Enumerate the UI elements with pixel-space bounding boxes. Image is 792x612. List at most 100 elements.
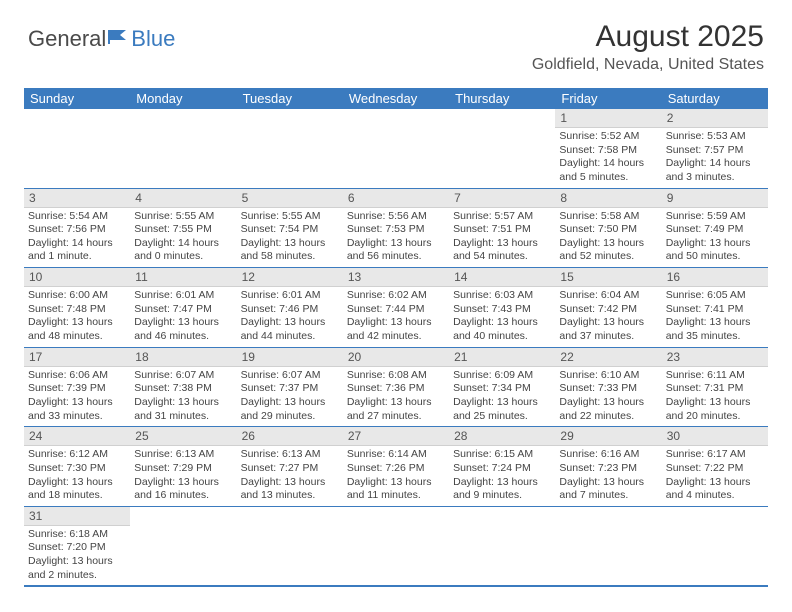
calendar-empty-cell (343, 109, 449, 188)
sunset-line: Sunset: 7:51 PM (453, 223, 551, 237)
weekday-header: Thursday (449, 88, 555, 109)
day-number: 24 (24, 427, 130, 446)
sunset-line: Sunset: 7:58 PM (559, 144, 657, 158)
day-details: Sunrise: 6:12 AMSunset: 7:30 PMDaylight:… (24, 446, 130, 506)
calendar-day-cell: 11Sunrise: 6:01 AMSunset: 7:47 PMDayligh… (130, 268, 236, 348)
daylight-line-2: and 2 minutes. (28, 569, 126, 583)
day-number: 18 (130, 348, 236, 367)
sunrise-line: Sunrise: 6:08 AM (347, 369, 445, 383)
daylight-line-2: and 13 minutes. (241, 489, 339, 503)
daylight-line-2: and 40 minutes. (453, 330, 551, 344)
calendar-day-cell: 24Sunrise: 6:12 AMSunset: 7:30 PMDayligh… (24, 427, 130, 507)
daylight-line-1: Daylight: 13 hours (134, 476, 232, 490)
calendar-empty-cell (343, 506, 449, 586)
daylight-line-1: Daylight: 13 hours (453, 476, 551, 490)
day-number: 9 (662, 189, 768, 208)
sunrise-line: Sunrise: 6:00 AM (28, 289, 126, 303)
weekday-header: Sunday (24, 88, 130, 109)
day-number: 3 (24, 189, 130, 208)
title-block: August 2025 Goldfield, Nevada, United St… (532, 20, 764, 74)
sunrise-line: Sunrise: 5:55 AM (241, 210, 339, 224)
day-details: Sunrise: 5:54 AMSunset: 7:56 PMDaylight:… (24, 208, 130, 268)
sunset-line: Sunset: 7:46 PM (241, 303, 339, 317)
day-number: 15 (555, 268, 661, 287)
calendar-day-cell: 13Sunrise: 6:02 AMSunset: 7:44 PMDayligh… (343, 268, 449, 348)
calendar-day-cell: 21Sunrise: 6:09 AMSunset: 7:34 PMDayligh… (449, 347, 555, 427)
weekday-header: Wednesday (343, 88, 449, 109)
sunset-line: Sunset: 7:53 PM (347, 223, 445, 237)
daylight-line-1: Daylight: 13 hours (453, 237, 551, 251)
daylight-line-2: and 1 minute. (28, 250, 126, 264)
daylight-line-2: and 50 minutes. (666, 250, 764, 264)
daylight-line-2: and 35 minutes. (666, 330, 764, 344)
sunrise-line: Sunrise: 6:13 AM (134, 448, 232, 462)
daylight-line-1: Daylight: 13 hours (559, 237, 657, 251)
day-details: Sunrise: 5:55 AMSunset: 7:55 PMDaylight:… (130, 208, 236, 268)
day-details: Sunrise: 5:58 AMSunset: 7:50 PMDaylight:… (555, 208, 661, 268)
sunset-line: Sunset: 7:34 PM (453, 382, 551, 396)
sunset-line: Sunset: 7:47 PM (134, 303, 232, 317)
sunrise-line: Sunrise: 6:18 AM (28, 528, 126, 542)
day-number: 7 (449, 189, 555, 208)
daylight-line-1: Daylight: 13 hours (347, 316, 445, 330)
sunrise-line: Sunrise: 5:54 AM (28, 210, 126, 224)
weekday-header: Tuesday (237, 88, 343, 109)
calendar-empty-cell (662, 506, 768, 586)
daylight-line-1: Daylight: 13 hours (241, 396, 339, 410)
sunrise-line: Sunrise: 5:59 AM (666, 210, 764, 224)
sunset-line: Sunset: 7:26 PM (347, 462, 445, 476)
day-details: Sunrise: 6:01 AMSunset: 7:47 PMDaylight:… (130, 287, 236, 347)
sunrise-line: Sunrise: 6:15 AM (453, 448, 551, 462)
daylight-line-1: Daylight: 14 hours (666, 157, 764, 171)
calendar-day-cell: 28Sunrise: 6:15 AMSunset: 7:24 PMDayligh… (449, 427, 555, 507)
day-number: 19 (237, 348, 343, 367)
sunset-line: Sunset: 7:43 PM (453, 303, 551, 317)
daylight-line-2: and 48 minutes. (28, 330, 126, 344)
daylight-line-2: and 58 minutes. (241, 250, 339, 264)
sunrise-line: Sunrise: 6:05 AM (666, 289, 764, 303)
calendar-day-cell: 15Sunrise: 6:04 AMSunset: 7:42 PMDayligh… (555, 268, 661, 348)
daylight-line-1: Daylight: 13 hours (666, 237, 764, 251)
sunset-line: Sunset: 7:29 PM (134, 462, 232, 476)
daylight-line-2: and 7 minutes. (559, 489, 657, 503)
day-number: 8 (555, 189, 661, 208)
day-number: 14 (449, 268, 555, 287)
daylight-line-2: and 11 minutes. (347, 489, 445, 503)
daylight-line-2: and 20 minutes. (666, 410, 764, 424)
calendar-day-cell: 23Sunrise: 6:11 AMSunset: 7:31 PMDayligh… (662, 347, 768, 427)
calendar-row: 10Sunrise: 6:00 AMSunset: 7:48 PMDayligh… (24, 268, 768, 348)
daylight-line-1: Daylight: 13 hours (559, 396, 657, 410)
daylight-line-2: and 18 minutes. (28, 489, 126, 503)
daylight-line-1: Daylight: 13 hours (347, 396, 445, 410)
day-details: Sunrise: 6:05 AMSunset: 7:41 PMDaylight:… (662, 287, 768, 347)
sunset-line: Sunset: 7:24 PM (453, 462, 551, 476)
daylight-line-2: and 3 minutes. (666, 171, 764, 185)
calendar-day-cell: 4Sunrise: 5:55 AMSunset: 7:55 PMDaylight… (130, 188, 236, 268)
daylight-line-2: and 54 minutes. (453, 250, 551, 264)
daylight-line-2: and 46 minutes. (134, 330, 232, 344)
day-details: Sunrise: 6:16 AMSunset: 7:23 PMDaylight:… (555, 446, 661, 506)
daylight-line-1: Daylight: 14 hours (28, 237, 126, 251)
daylight-line-2: and 37 minutes. (559, 330, 657, 344)
calendar-empty-cell (237, 506, 343, 586)
calendar-day-cell: 22Sunrise: 6:10 AMSunset: 7:33 PMDayligh… (555, 347, 661, 427)
sunset-line: Sunset: 7:54 PM (241, 223, 339, 237)
sunset-line: Sunset: 7:20 PM (28, 541, 126, 555)
day-details: Sunrise: 6:04 AMSunset: 7:42 PMDaylight:… (555, 287, 661, 347)
sunset-line: Sunset: 7:30 PM (28, 462, 126, 476)
daylight-line-2: and 44 minutes. (241, 330, 339, 344)
day-details: Sunrise: 6:13 AMSunset: 7:27 PMDaylight:… (237, 446, 343, 506)
sunrise-line: Sunrise: 6:01 AM (134, 289, 232, 303)
daylight-line-2: and 42 minutes. (347, 330, 445, 344)
day-details: Sunrise: 6:02 AMSunset: 7:44 PMDaylight:… (343, 287, 449, 347)
sunset-line: Sunset: 7:37 PM (241, 382, 339, 396)
sunrise-line: Sunrise: 6:03 AM (453, 289, 551, 303)
calendar-empty-cell (449, 506, 555, 586)
day-number: 4 (130, 189, 236, 208)
daylight-line-2: and 52 minutes. (559, 250, 657, 264)
calendar-day-cell: 5Sunrise: 5:55 AMSunset: 7:54 PMDaylight… (237, 188, 343, 268)
daylight-line-2: and 31 minutes. (134, 410, 232, 424)
brand-logo: General Blue (28, 26, 175, 52)
calendar-day-cell: 20Sunrise: 6:08 AMSunset: 7:36 PMDayligh… (343, 347, 449, 427)
calendar-row: 31Sunrise: 6:18 AMSunset: 7:20 PMDayligh… (24, 506, 768, 586)
